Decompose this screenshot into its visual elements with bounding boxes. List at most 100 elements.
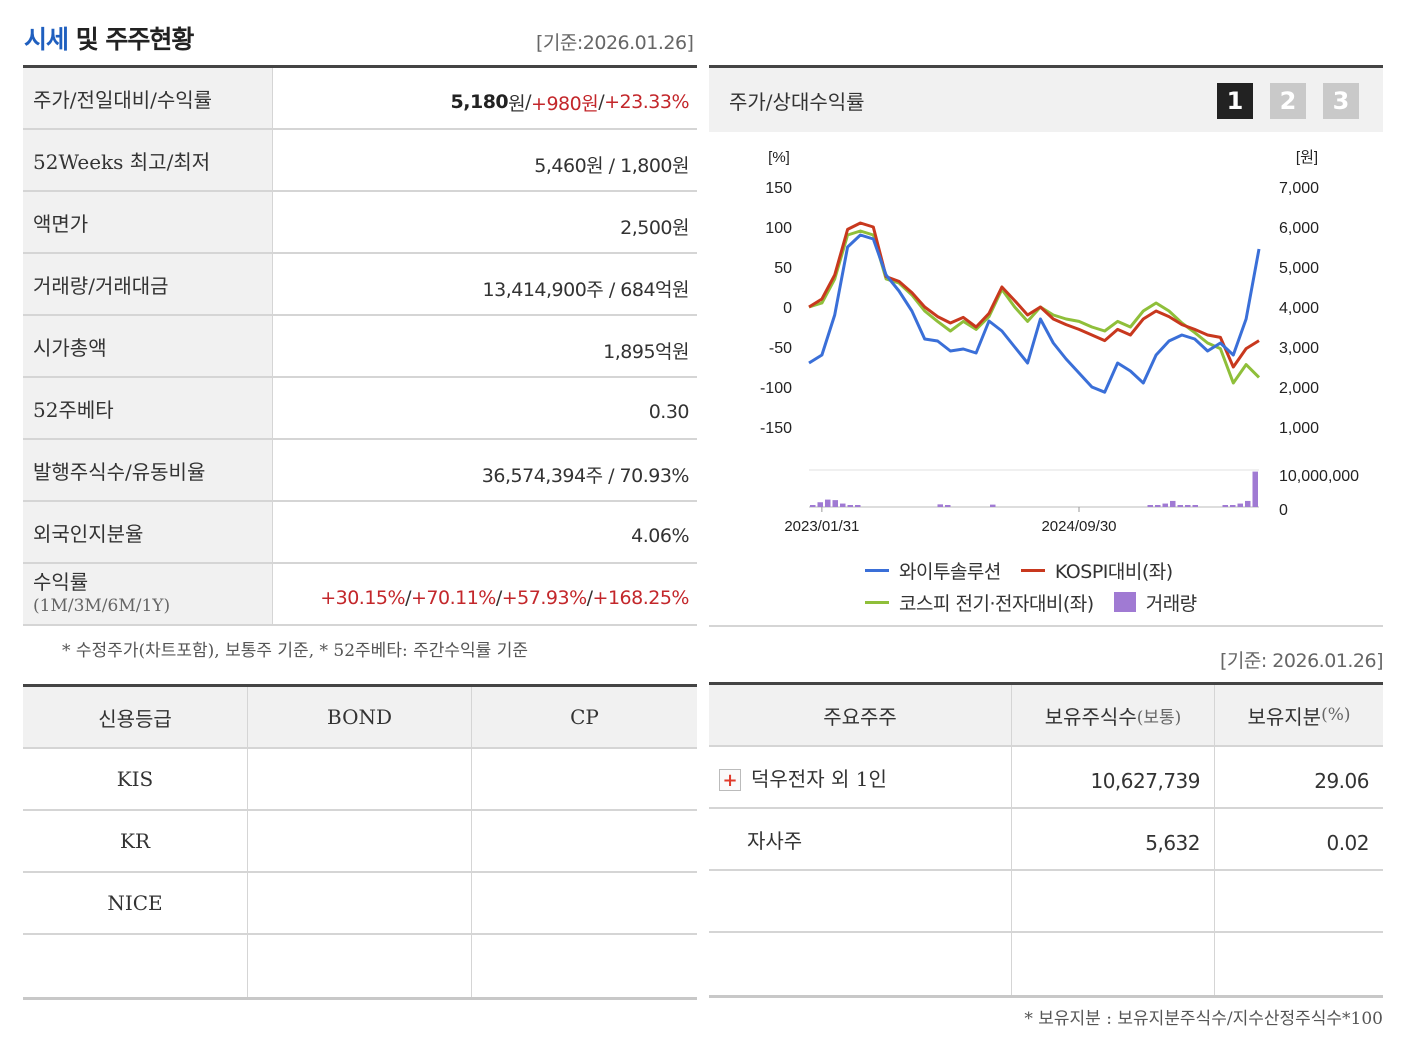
row-label: 외국인지분율	[23, 502, 273, 562]
volume-bar	[1185, 505, 1191, 507]
legend-swatch	[1113, 592, 1136, 612]
volume-bar	[1252, 471, 1258, 507]
bond-rating	[248, 935, 472, 997]
column-header: 주요주주	[709, 685, 1012, 745]
return-1m: +30.15%	[320, 587, 406, 609]
right-tick-label: 6,000	[1279, 220, 1319, 237]
table-header-row: 주요주주 보유주식수 (보통) 보유지분 (%)	[709, 685, 1383, 747]
shares-held: 10,627,739	[1012, 747, 1215, 807]
section-title-rest: 및 주주현황	[68, 25, 195, 54]
right-tick-label: 3,000	[1279, 340, 1319, 357]
volume-bar	[937, 504, 943, 507]
shareholder-name-cell: + 덕우전자 외 1인	[709, 747, 1012, 807]
holding-percent: 0.02	[1326, 831, 1369, 855]
chart-title: 주가/상대수익률	[729, 89, 865, 114]
column-header: 신용등급	[23, 687, 248, 747]
row-value: 0.30	[648, 401, 690, 423]
series-line-0	[808, 233, 1261, 394]
legend-item-stock[interactable]: 와이투솔루션	[865, 557, 1001, 584]
volume-bar	[1192, 505, 1198, 507]
legend-item-sector[interactable]: 코스피 전기·전자대비(좌)	[865, 589, 1094, 616]
return-3m: +70.11%	[410, 587, 496, 609]
volume-bar	[1230, 505, 1236, 507]
row-label: 주가/전일대비/수익률	[23, 68, 273, 128]
agency-name: KIS	[23, 749, 248, 809]
chart-tab-1[interactable]: 1	[1217, 83, 1253, 119]
left-tick-label: -150	[760, 420, 792, 437]
chart-tab-3[interactable]: 3	[1323, 83, 1359, 119]
shareholder-note: * 보유지분 : 보유지분주식수/지수산정주식수*100	[1024, 1009, 1383, 1029]
legend-swatch	[865, 568, 889, 572]
row-label: 액면가	[23, 192, 273, 252]
left-tick-label: 100	[765, 220, 792, 237]
separator: /	[598, 91, 605, 113]
volume-bar	[817, 502, 823, 507]
table-row: 주가/전일대비/수익률 5,180 원 / +980원 / +23.33%	[23, 68, 697, 130]
table-row: 수익률 (1M/3M/6M/1Y) +30.15% / +70.11% / +57.…	[23, 564, 697, 626]
section-title-highlight: 시세	[24, 25, 69, 54]
legend-swatch	[1020, 568, 1045, 572]
expand-icon[interactable]: +	[719, 769, 741, 791]
chart-legend: 와이투솔루션 KOSPI대비(좌) 코스피 전기·전자대비(좌) 거래량	[865, 554, 1217, 618]
volume-bar	[1177, 505, 1183, 507]
empty-cell	[1012, 871, 1215, 931]
column-header: 보유지분 (%)	[1215, 685, 1383, 745]
table-row: KIS	[23, 749, 697, 811]
legend-label: 와이투솔루션	[899, 560, 1001, 583]
returns-value: +30.15% / +70.11% / +57.93% / +168.25%	[273, 564, 697, 624]
volume-bar	[1170, 500, 1176, 507]
volume-bar	[1237, 503, 1243, 507]
agency-name: KR	[23, 811, 248, 871]
holding-percent: 29.06	[1314, 769, 1369, 793]
price-return-chart: [%] [원] 150 100 50 0 -50 -100 -150 7,000 6,000 5,00…	[760, 149, 1359, 535]
price-note: * 수정주가(차트포함), 보통주 기준, * 52주베타: 주간수익률 기준	[62, 641, 528, 661]
shares-held: 5,632	[1012, 809, 1215, 869]
table-row	[709, 871, 1383, 933]
legend-item-volume[interactable]: 거래량	[1113, 589, 1197, 616]
legend-label: 코스피 전기·전자대비(좌)	[899, 592, 1094, 615]
row-value: 5,460원 / 1,800원	[534, 154, 689, 177]
row-label: 거래량/거래대금	[23, 254, 273, 314]
volume-bar	[832, 500, 838, 507]
row-label: 수익률 (1M/3M/6M/1Y)	[23, 564, 273, 624]
separator: /	[525, 91, 532, 113]
price-change-rate: +23.33%	[604, 91, 689, 113]
legend-label: KOSPI대비(좌)	[1054, 560, 1173, 583]
table-row: 발행주식수/유동비율 36,574,394주 / 70.93%	[23, 440, 697, 502]
separator: /	[586, 587, 593, 609]
series-line-2	[808, 229, 1261, 385]
row-value: 2,500원	[620, 216, 689, 239]
bond-rating	[248, 811, 472, 871]
table-row: 외국인지분율 4.06%	[23, 502, 697, 564]
row-value: 36,574,394주 / 70.93%	[481, 464, 690, 487]
base-date: [기준:2026.01.26]	[536, 32, 694, 54]
x-tick-label: 2023/01/31	[784, 518, 859, 535]
cp-rating	[472, 935, 697, 997]
price-unit: 원	[508, 92, 526, 115]
chart-tab-2[interactable]: 2	[1270, 83, 1306, 119]
separator: /	[495, 587, 502, 609]
left-tick-label: 50	[774, 260, 792, 277]
volume-bar	[1245, 500, 1251, 507]
table-row: KR	[23, 811, 697, 873]
returns-sublabel: (1M/3M/6M/1Y)	[33, 596, 171, 616]
shareholder-name: 자사주	[709, 809, 1012, 869]
column-header-sub: (보통)	[1136, 707, 1182, 728]
left-tick-label: 0	[783, 300, 792, 317]
right-tick-label: 2,000	[1279, 380, 1319, 397]
legend-swatch	[865, 600, 889, 604]
volume-bar	[945, 505, 951, 507]
column-header-label: 보유주식수	[1044, 704, 1137, 729]
current-price: 5,180	[450, 91, 509, 113]
left-tick-label: -100	[760, 380, 792, 397]
row-label: 52주베타	[23, 378, 273, 438]
cp-rating	[472, 749, 697, 809]
row-label: 발행주식수/유동비율	[23, 440, 273, 500]
returns-label: 수익률	[33, 570, 89, 594]
table-row	[23, 935, 697, 997]
volume-bar	[1162, 503, 1168, 507]
legend-item-kospi[interactable]: KOSPI대비(좌)	[1020, 557, 1173, 584]
left-tick-label: 150	[765, 180, 792, 197]
chart-tab-buttons: 1 2 3	[1217, 83, 1359, 119]
left-axis-label: [%]	[768, 149, 790, 166]
